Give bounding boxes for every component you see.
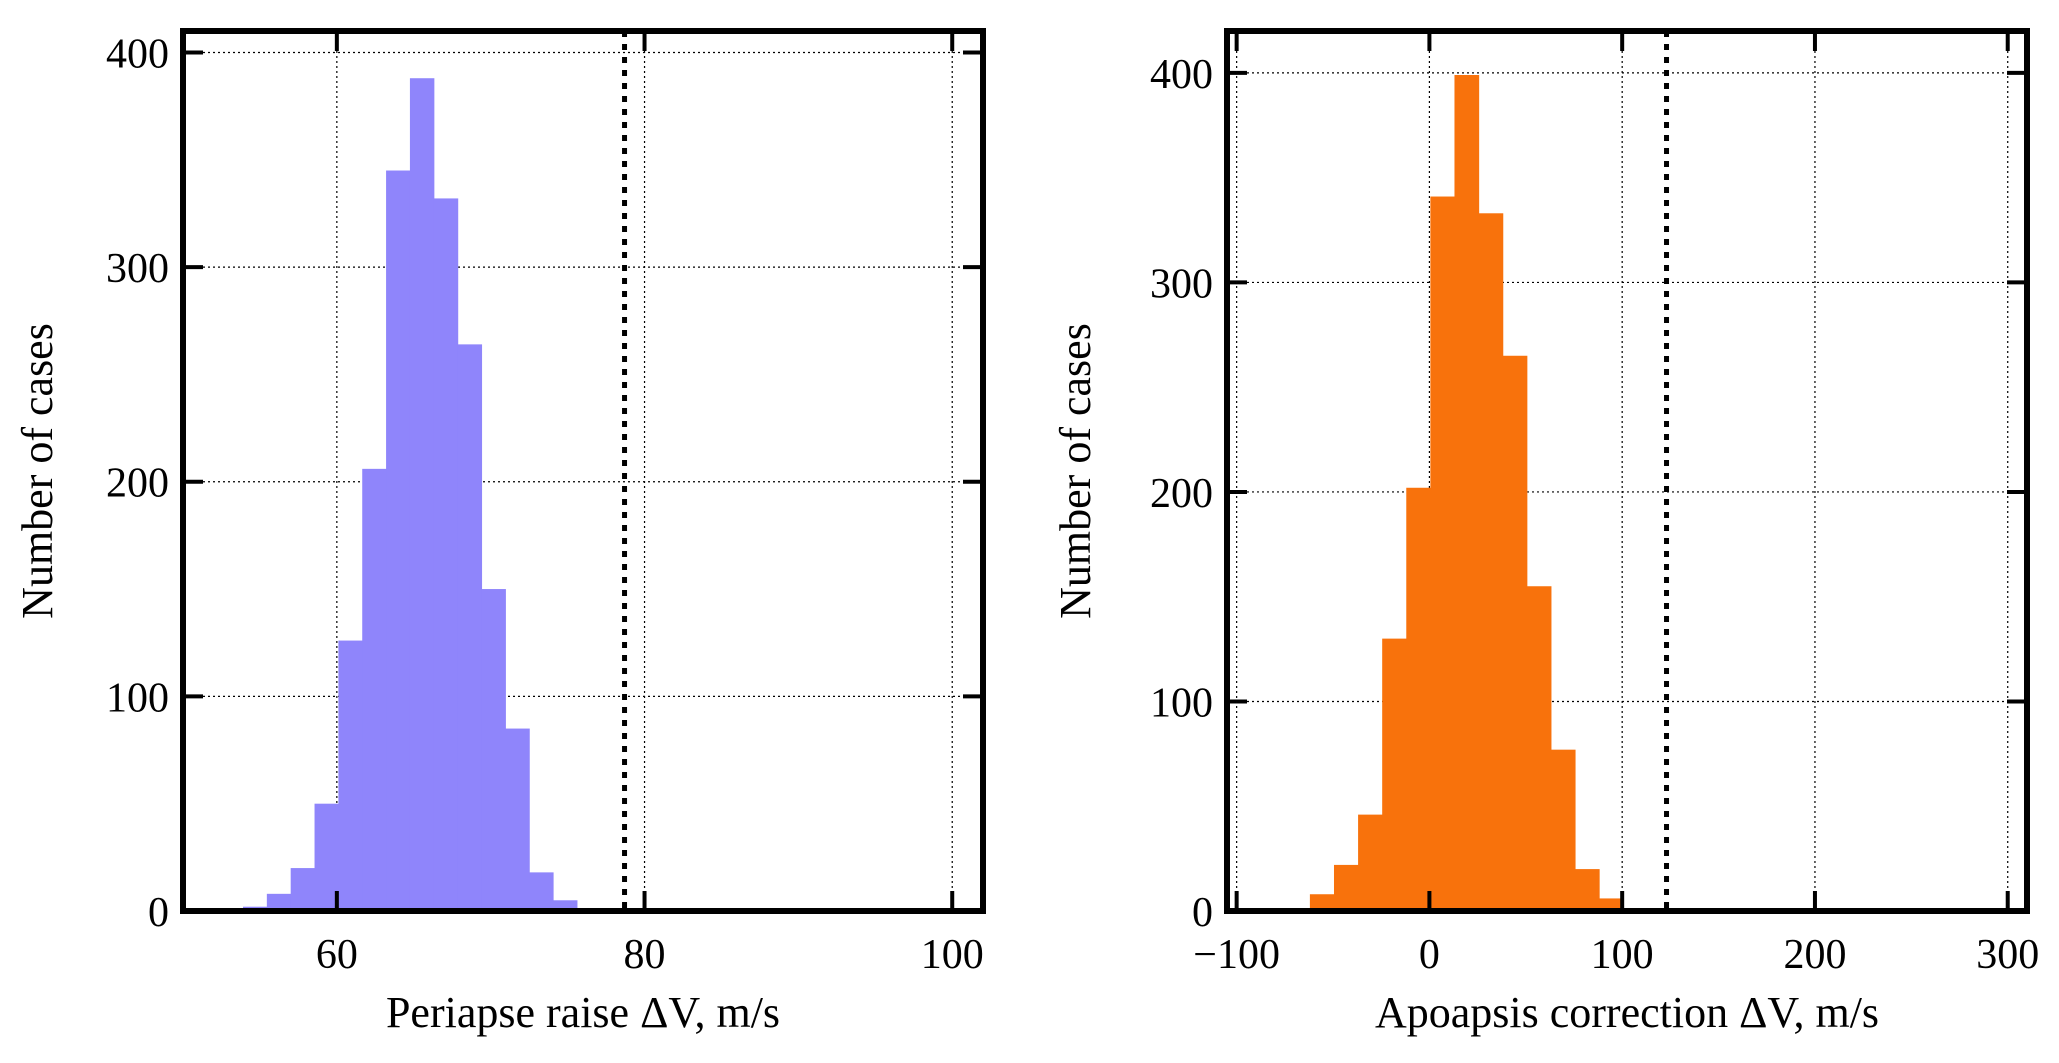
histogram-bar xyxy=(1526,586,1552,911)
y-tick-label: 100 xyxy=(106,675,169,721)
y-tick-label: 300 xyxy=(1150,261,1213,307)
histogram-bar xyxy=(1599,898,1624,911)
y-axis-label: Number of cases xyxy=(1051,323,1100,619)
histogram-bar xyxy=(481,589,506,911)
x-tick-label: 100 xyxy=(921,932,984,978)
histogram-bar xyxy=(1454,75,1480,911)
histogram-bar xyxy=(409,78,435,912)
histogram-bar xyxy=(1358,814,1383,911)
histogram-bar xyxy=(1574,869,1600,911)
y-tick-label: 0 xyxy=(148,890,169,936)
histogram-bar xyxy=(290,868,316,911)
histogram-bar xyxy=(1309,894,1335,911)
x-tick-label: 300 xyxy=(1976,932,2039,978)
histogram-bar xyxy=(1430,196,1456,911)
histogram-bar xyxy=(1333,864,1359,911)
x-tick-label: 100 xyxy=(1591,932,1654,978)
plot-frame xyxy=(1224,28,2030,914)
histogram-bar xyxy=(1502,355,1528,911)
y-tick-label: 0 xyxy=(1192,890,1213,936)
histogram-bar xyxy=(362,468,387,911)
histogram-bar xyxy=(433,198,459,912)
histogram-bar xyxy=(457,344,483,911)
left-panel: 60 80 100 0 100 200 300 400 Periapse raise ΔV, m… xyxy=(13,28,986,1037)
y-tick-label: 200 xyxy=(1150,471,1213,517)
histogram-bar xyxy=(338,640,363,911)
plot-frame xyxy=(180,28,986,914)
x-tick-label: 80 xyxy=(624,932,666,978)
x-axis-label: Apoapsis correction ΔV, m/s xyxy=(1375,988,1879,1037)
histogram-bar xyxy=(266,893,292,911)
x-tick-label: 60 xyxy=(316,932,358,978)
histogram-bar xyxy=(1406,487,1431,911)
y-tick-label: 200 xyxy=(106,461,169,507)
histogram-bar xyxy=(553,900,578,911)
y-axis-label: Number of cases xyxy=(13,323,62,619)
y-tick-label: 300 xyxy=(106,246,169,292)
histogram-bar xyxy=(1550,749,1576,911)
y-tick-label: 400 xyxy=(106,31,169,77)
histogram-bar xyxy=(1382,638,1407,911)
histogram-bar xyxy=(1478,213,1504,912)
histogram-bar xyxy=(505,728,530,911)
y-tick-label: 100 xyxy=(1150,680,1213,726)
x-tick-label: 0 xyxy=(1419,932,1440,978)
histogram-bar xyxy=(529,872,554,911)
x-axis-label: Periapse raise ΔV, m/s xyxy=(386,988,780,1037)
x-tick-label: 200 xyxy=(1783,932,1846,978)
y-tick-label: 400 xyxy=(1150,52,1213,98)
histogram-bar xyxy=(386,170,411,911)
x-tick-label: −100 xyxy=(1193,932,1280,978)
